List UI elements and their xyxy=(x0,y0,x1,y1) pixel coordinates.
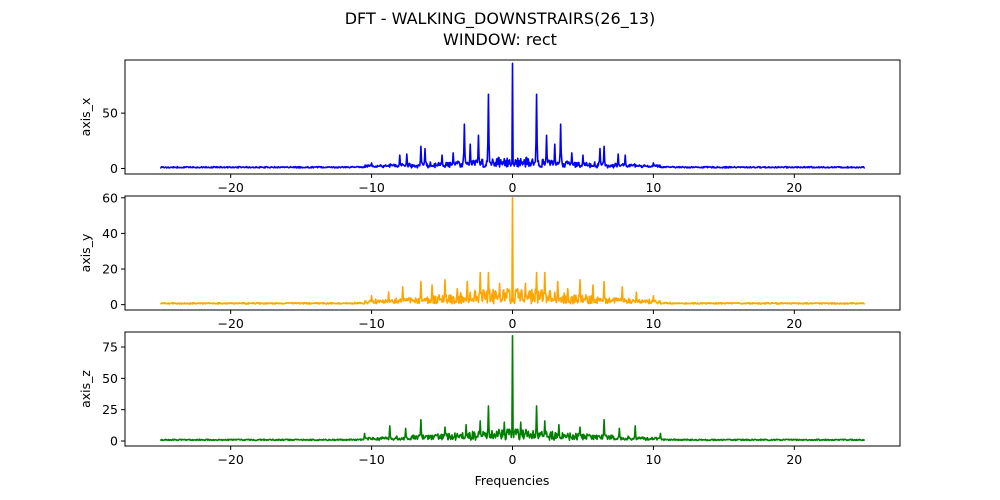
x-axis-label: Frequencies xyxy=(475,473,550,488)
y-tick-label: 0 xyxy=(110,433,118,448)
x-tick-label: 10 xyxy=(645,316,661,331)
x-tick-label: −10 xyxy=(358,180,384,195)
y-tick-label: 60 xyxy=(102,190,118,205)
x-tick-label: −20 xyxy=(217,452,243,467)
series-line xyxy=(159,62,866,169)
x-tick-label: 0 xyxy=(509,452,517,467)
subplot-axis-z: −20 −10 0 10 20 0 25 50 75 axis_z xyxy=(78,331,901,467)
y-tick-label: 0 xyxy=(110,161,118,176)
x-tick-label: 20 xyxy=(786,316,802,331)
subplot-axis-x: −20 −10 0 10 20 0 50 axis_x xyxy=(78,59,901,195)
y-tick-label: 25 xyxy=(102,402,118,417)
chart-title-line1: DFT - WALKING_DOWNSTRAIRS(26_13) xyxy=(345,9,656,29)
y-axis-label: axis_x xyxy=(78,98,93,137)
subplot-axis-y: −20 −10 0 10 20 0 20 40 60 axis_y xyxy=(78,190,901,331)
x-tick-label: 20 xyxy=(786,180,802,195)
series-line xyxy=(159,334,866,442)
y-tick-label: 75 xyxy=(102,340,118,355)
x-tick-label: 20 xyxy=(786,452,802,467)
x-tick-label: −10 xyxy=(358,452,384,467)
y-tick-label: 50 xyxy=(102,371,118,386)
x-tick-label: 10 xyxy=(645,452,661,467)
y-tick-label: 50 xyxy=(102,106,118,121)
x-tick-label: 0 xyxy=(509,180,517,195)
y-axis-label: axis_y xyxy=(78,233,93,272)
y-tick-label: 0 xyxy=(110,297,118,312)
chart-title-line2: WINDOW: rect xyxy=(443,30,557,49)
x-tick-label: 10 xyxy=(645,180,661,195)
y-axis-label: axis_z xyxy=(78,370,93,408)
y-tick-label: 40 xyxy=(102,226,118,241)
y-tick-label: 20 xyxy=(102,262,118,277)
series-line xyxy=(159,196,866,305)
x-tick-label: −20 xyxy=(217,180,243,195)
x-tick-label: −10 xyxy=(358,316,384,331)
x-tick-label: 0 xyxy=(509,316,517,331)
x-tick-label: −20 xyxy=(217,316,243,331)
